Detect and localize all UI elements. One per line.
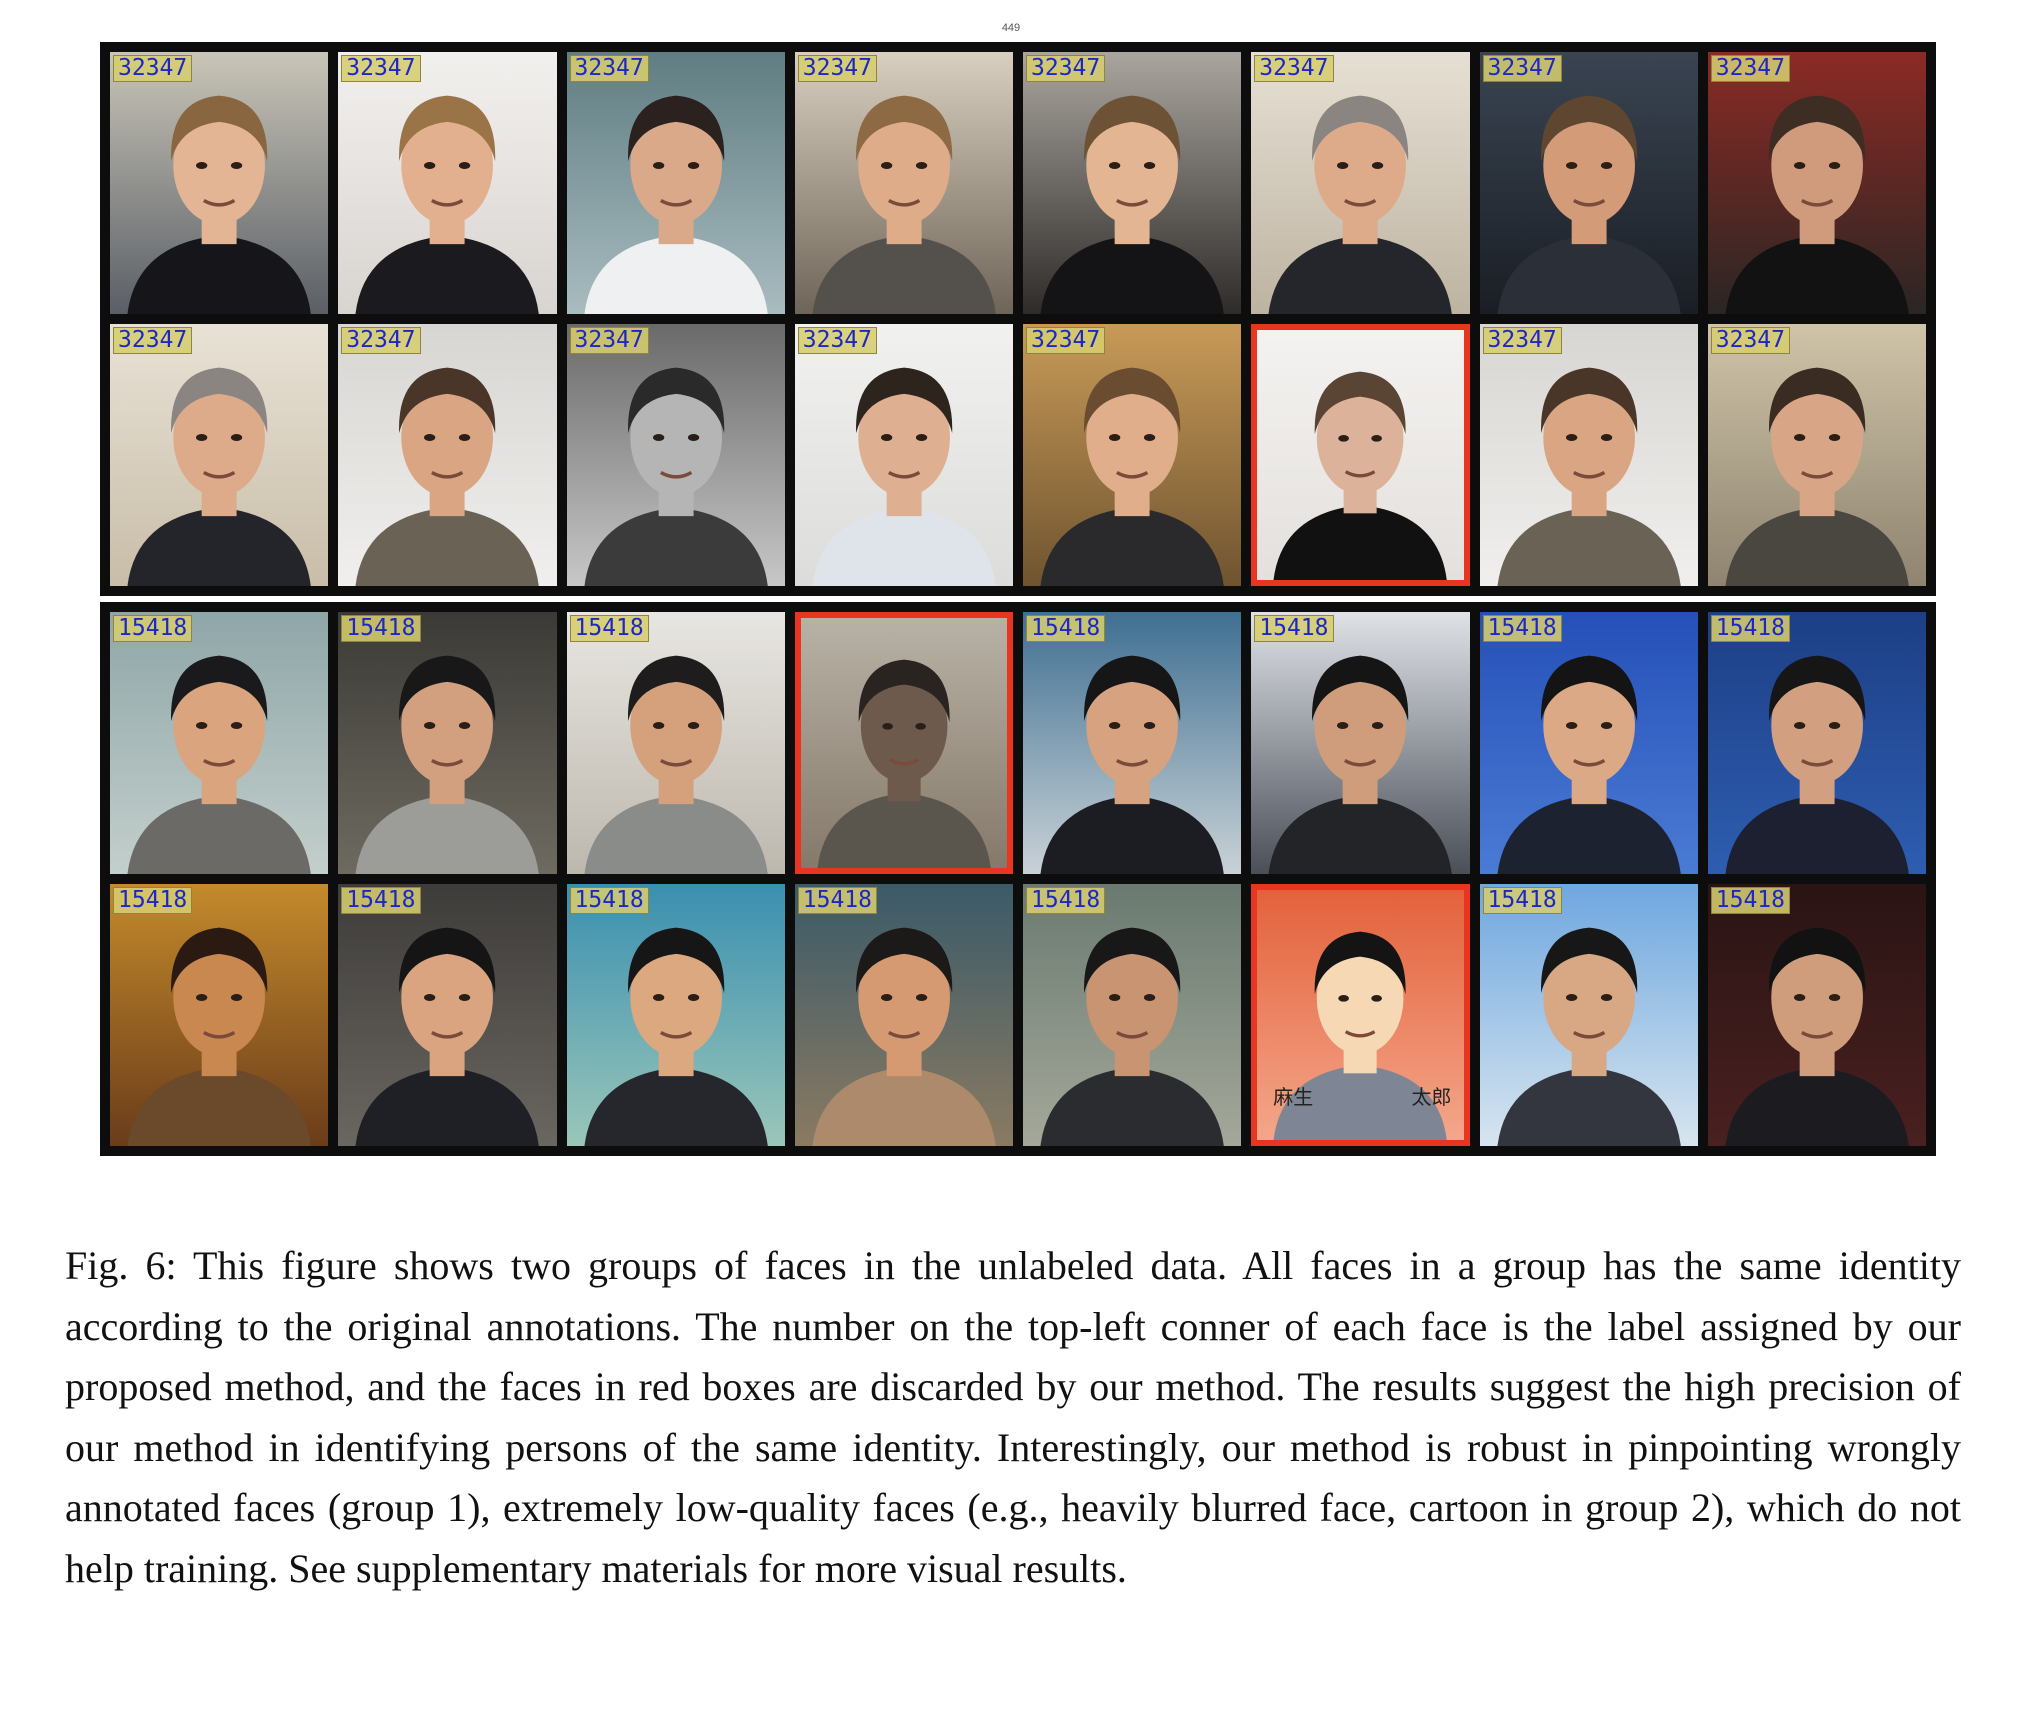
cluster-label: 32347 xyxy=(341,55,421,82)
cluster-label: 15418 xyxy=(1482,887,1562,914)
cluster-label: 15418 xyxy=(1710,615,1790,642)
cluster-label: 15418 xyxy=(1026,887,1106,914)
cluster-label: 15418 xyxy=(113,615,193,642)
cluster-label: 32347 xyxy=(113,327,193,354)
face-tile: 15418 xyxy=(794,884,1013,1146)
face-photo xyxy=(1040,927,1224,1146)
face-photo xyxy=(355,367,540,586)
face-photo xyxy=(817,659,991,868)
cartoon-caption-right: 太郎 xyxy=(1411,1085,1452,1109)
face-photo xyxy=(1496,367,1681,586)
cluster-label: 15418 xyxy=(1254,615,1334,642)
face-tile: 15418 xyxy=(1479,612,1698,874)
page-number: 449 xyxy=(1001,22,1021,34)
face-tile: 32347 xyxy=(566,324,785,586)
face-photo xyxy=(127,95,311,314)
cluster-label: 32347 xyxy=(797,327,877,354)
cluster-label: 32347 xyxy=(341,327,421,354)
face-tile: 32347 xyxy=(1251,52,1470,314)
cluster-label: 32347 xyxy=(1254,55,1334,82)
face-photo xyxy=(1040,367,1224,586)
face-tile: 15418 xyxy=(566,612,785,874)
cluster-label: 15418 xyxy=(797,887,877,914)
face-photo xyxy=(1496,655,1681,874)
cluster-label: 15418 xyxy=(1482,615,1562,642)
face-photo xyxy=(583,367,768,586)
face-photo xyxy=(1268,95,1453,314)
face-photo xyxy=(355,655,540,874)
face-photo xyxy=(812,367,996,586)
face-photo xyxy=(812,927,996,1146)
cartoon-caption-left: 麻生 xyxy=(1273,1085,1314,1109)
cluster-label: 32347 xyxy=(113,55,193,82)
cluster-label: 15418 xyxy=(341,615,421,642)
face-tile: 32347 xyxy=(110,52,329,314)
discarded-face-tile xyxy=(794,612,1013,874)
face-group-2: 15418 15418 15418 15418 15418 15418 15418 15418… xyxy=(100,602,1936,1156)
face-photo xyxy=(1725,95,1909,314)
discarded-face-tile: 麻生 太郎 xyxy=(1251,884,1470,1146)
cluster-label: 15418 xyxy=(1026,615,1106,642)
face-tile: 32347 xyxy=(1707,324,1926,586)
face-tile: 15418 xyxy=(338,884,557,1146)
face-photo xyxy=(1725,927,1909,1146)
face-tile: 15418 xyxy=(1707,612,1926,874)
face-photo xyxy=(127,367,311,586)
face-tile: 15418 xyxy=(338,612,557,874)
cluster-label: 15418 xyxy=(113,887,193,914)
cluster-label: 32347 xyxy=(1482,55,1562,82)
face-photo xyxy=(127,655,311,874)
face-photo xyxy=(1273,931,1447,1140)
face-photo xyxy=(1040,95,1224,314)
face-tile: 32347 xyxy=(1707,52,1926,314)
face-tile: 15418 xyxy=(110,884,329,1146)
face-tile: 15418 xyxy=(1251,612,1470,874)
face-photo xyxy=(1268,655,1453,874)
face-tile: 32347 xyxy=(1479,324,1698,586)
cluster-label: 32347 xyxy=(1710,327,1790,354)
cluster-label: 32347 xyxy=(569,55,649,82)
cluster-label: 15418 xyxy=(569,615,649,642)
face-photo xyxy=(812,95,996,314)
face-photo xyxy=(583,927,768,1146)
face-photo xyxy=(1496,95,1681,314)
face-group-1: 32347 32347 32347 32347 32347 32347 32347 32347… xyxy=(100,42,1936,596)
face-tile: 32347 xyxy=(110,324,329,586)
face-tile: 32347 xyxy=(338,324,557,586)
face-tile: 15418 xyxy=(110,612,329,874)
face-tile: 32347 xyxy=(1023,52,1242,314)
face-photo xyxy=(1040,655,1224,874)
cluster-label: 32347 xyxy=(1026,55,1106,82)
face-photo xyxy=(1273,371,1447,580)
face-tile: 32347 xyxy=(794,52,1013,314)
cluster-label: 15418 xyxy=(569,887,649,914)
face-tile: 15418 xyxy=(1479,884,1698,1146)
face-tile: 32347 xyxy=(1479,52,1698,314)
cluster-label: 32347 xyxy=(1710,55,1790,82)
face-photo xyxy=(583,95,768,314)
face-photo xyxy=(583,655,768,874)
discarded-face-tile xyxy=(1251,324,1470,586)
face-photo xyxy=(355,95,540,314)
face-photo xyxy=(1725,367,1909,586)
cluster-label: 32347 xyxy=(1482,327,1562,354)
cluster-label: 32347 xyxy=(797,55,877,82)
cluster-label: 15418 xyxy=(1710,887,1790,914)
face-tile: 32347 xyxy=(338,52,557,314)
face-photo xyxy=(1725,655,1909,874)
face-photo xyxy=(127,927,311,1146)
cluster-label: 32347 xyxy=(569,327,649,354)
cluster-label: 32347 xyxy=(1026,327,1106,354)
face-tile: 15418 xyxy=(566,884,785,1146)
face-tile: 32347 xyxy=(794,324,1013,586)
cluster-label: 15418 xyxy=(341,887,421,914)
face-tile: 15418 xyxy=(1023,612,1242,874)
face-photo xyxy=(355,927,540,1146)
face-photo xyxy=(1496,927,1681,1146)
face-tile: 15418 xyxy=(1023,884,1242,1146)
face-tile: 15418 xyxy=(1707,884,1926,1146)
face-tile: 32347 xyxy=(1023,324,1242,586)
figure-caption: Fig. 6: This figure shows two groups of … xyxy=(65,1243,1961,1591)
face-tile: 32347 xyxy=(566,52,785,314)
